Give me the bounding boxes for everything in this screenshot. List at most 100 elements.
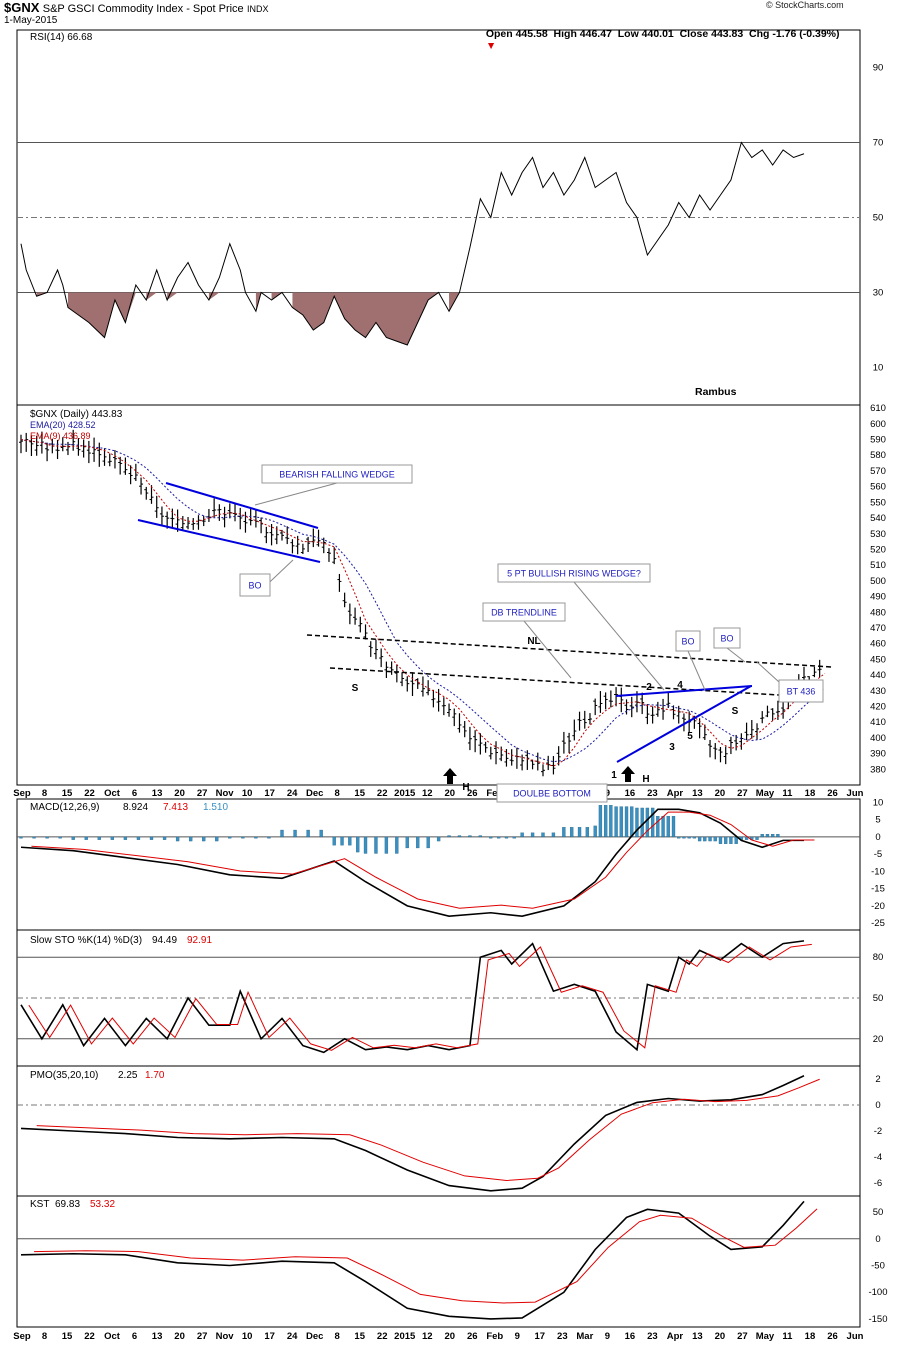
x-tick-label: 27 [737,788,748,799]
y-tick-label: 560 [870,482,886,493]
up-arrow-1 [443,768,457,784]
macd-histogram-bar [436,836,441,842]
x-tick-label: 18 [805,788,816,799]
x-tick-label: 23 [647,788,658,799]
x-tick-label: 26 [467,788,478,799]
neckline-dashed [306,634,833,668]
x-tick-label: 8 [335,788,340,799]
y-tick-label: -15 [871,884,885,895]
macd-histogram-bar [630,806,634,838]
macd-histogram-bar [603,805,608,838]
rising-wedge-label-pointer [573,581,665,691]
kst-value: 69.83 [55,1199,80,1210]
x-tick-label-bottom: 15 [354,1331,365,1342]
bo-label-3: BO [720,634,733,644]
x-tick-label-bottom: May [756,1331,775,1342]
macd-histogram-bar [188,836,193,842]
macd-histogram-bar [624,806,629,838]
y-tick-label: -20 [871,901,885,912]
macd-histogram-bar [384,836,389,854]
head-right: H [642,774,649,785]
x-tick-label: Sep [13,788,31,799]
x-tick-label-bottom: 27 [197,1331,208,1342]
x-tick-label-bottom: 20 [174,1331,185,1342]
macd-histogram-bar [332,836,336,846]
x-tick-label-bottom: 18 [805,1331,816,1342]
macd-histogram-bar [405,836,409,849]
macd-histogram-bar [708,836,712,842]
macd-histogram-bar [682,836,686,839]
double-bottom-label-box [496,783,608,803]
macd-histogram-bar [504,836,509,839]
x-tick-label-bottom: 26 [467,1331,478,1342]
bt-436-label: BT 436 [787,687,816,697]
macd-histogram-bar [280,829,284,838]
macd-histogram-bar [713,836,717,842]
price-title: $GNX (Daily) 443.83 [30,409,123,420]
macd-signal-line [31,811,815,909]
rising-wedge-label-box [497,563,651,583]
x-tick-label-bottom: 22 [377,1331,388,1342]
head-left: H [462,782,469,793]
db-trendline-label-pointer [523,620,572,679]
macd-histogram-bar [149,836,154,840]
y-tick-label: -100 [868,1287,887,1298]
macd-histogram-bar [666,816,670,838]
x-tick-label: 20 [715,788,726,799]
rsi-oversold-fill [146,292,157,300]
x-tick-label: 20 [444,788,455,799]
macd-histogram-bar [541,832,545,838]
macd-histogram-bar [650,807,655,838]
macd-histogram-bar [293,829,297,838]
x-tick-label: 6 [132,788,137,799]
x-tick-label-bottom: 11 [782,1331,793,1342]
shoulder-right: S [732,706,739,717]
chart-header: $GNX S&P GSCI Commodity Index - Spot Pri… [4,0,269,15]
macd-histogram-bar [363,836,368,854]
macd-histogram-bar [254,836,258,839]
macd-histogram-bar [656,816,660,838]
y-tick-label: 380 [870,764,886,775]
bt-436-label-box [778,679,824,703]
y-tick-label: 20 [873,1034,884,1045]
y-tick-label: 440 [870,670,886,681]
x-tick-label-bottom: 23 [647,1331,658,1342]
panel-frame-1 [16,404,861,786]
db-trendline-label-box [482,602,566,622]
macd-histogram-bar [697,836,702,842]
x-tick-label-bottom: Oct [104,1331,121,1342]
y-tick-label: -4 [874,1152,882,1163]
macd-histogram-bar [348,836,352,846]
x-tick-label: 15 [354,788,365,799]
x-tick-label-bottom: 22 [84,1331,95,1342]
macd-histogram-bar [19,836,23,839]
x-tick-label: 26 [827,788,838,799]
x-tick-label: 11 [782,788,793,799]
x-tick-label: 16 [625,788,636,799]
rising-wedge-lower [616,685,752,763]
y-tick-label: 610 [870,403,886,414]
up-arrow-2 [621,766,635,782]
ema20-legend: EMA(20) 428.52 [30,420,96,430]
macd-histogram-bar [306,829,310,838]
ema9-line [20,439,826,767]
y-tick-label: 2 [875,1074,880,1085]
ohlc-values: Open 445.58 High 446.47 Low 440.01 Close… [485,28,840,40]
x-tick-label-bottom: Dec [306,1331,323,1342]
ticker: $GNX [4,0,40,15]
macd-value: 8.924 [123,802,148,813]
x-tick-label-bottom: 16 [625,1331,636,1342]
macd-histogram-bar [241,836,245,839]
x-tick-label: 2015 [394,788,416,799]
macd-histogram-bar [585,827,590,838]
bearish-wedge-label-pointer [254,482,338,506]
macd-hist-value: 1.510 [203,802,228,813]
wedge-point-3: 3 [669,742,675,753]
macd-histogram-bar [84,836,88,840]
x-tick-label: Feb [486,788,503,799]
wedge-upper-line [165,482,319,529]
macd-histogram-bar [724,836,728,844]
macd-histogram-bar [215,836,219,842]
macd-histogram-bar [58,836,62,839]
